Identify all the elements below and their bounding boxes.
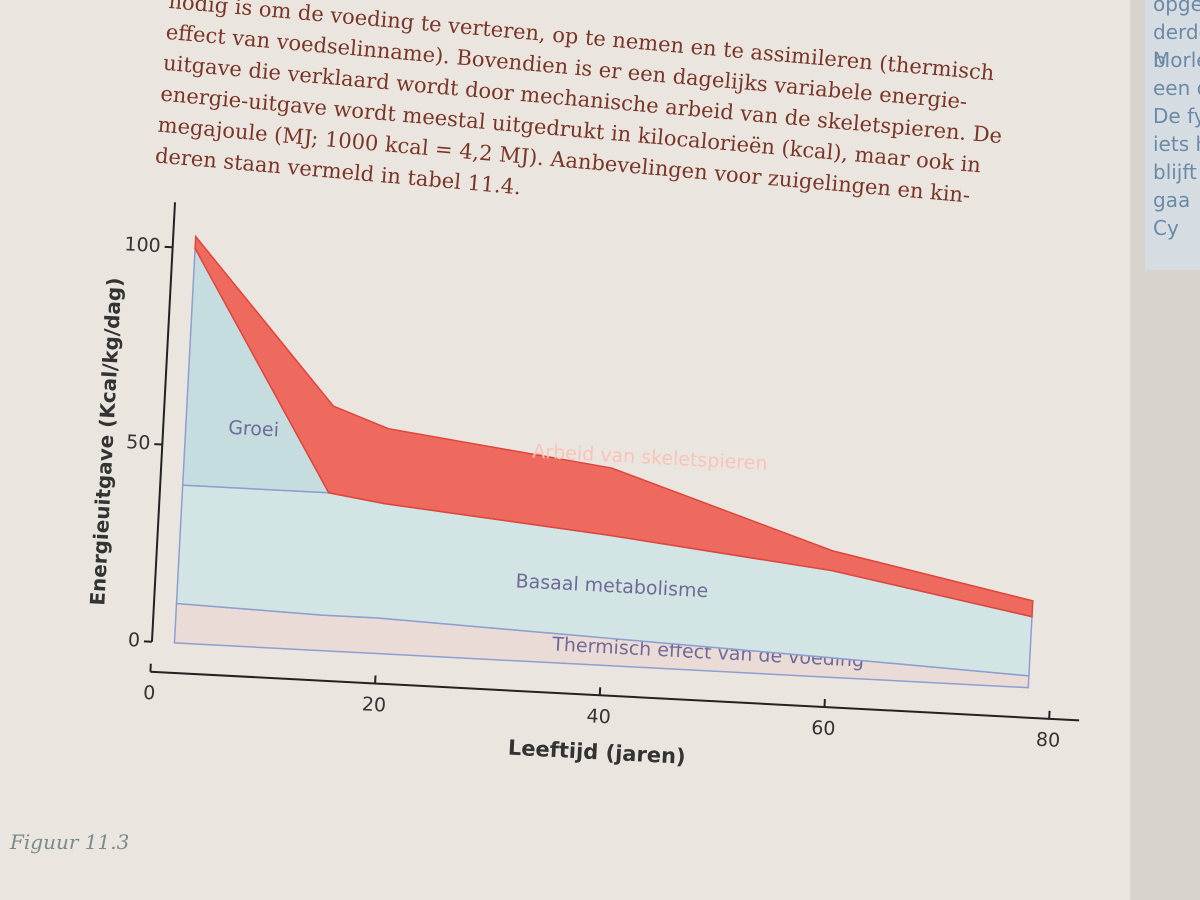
x-tick-label: 60 — [811, 717, 836, 740]
x-tick-label: 20 — [361, 693, 386, 716]
y-axis — [150, 202, 176, 642]
sidebar-line: opgel — [1153, 0, 1200, 16]
sidebar-line: De fys — [1153, 104, 1200, 128]
sidebar-line: Morley — [1153, 48, 1200, 72]
sidebar-line: een da — [1153, 76, 1200, 100]
y-axis-label: Energieuitgave (Kcal/kg/dag) — [85, 277, 126, 606]
sidebar-line: Cy — [1153, 216, 1179, 240]
sidebar-line: derde b — [1153, 20, 1200, 72]
sidebar-line: gaa — [1153, 188, 1191, 212]
x-tick-label: 0 — [143, 682, 156, 705]
sidebar-line: iets h — [1153, 132, 1200, 156]
sidebar: opgel derde bMorley een da De fys iets h blij… — [1145, 0, 1200, 270]
area — [194, 234, 1034, 618]
y-tick-label: 100 — [124, 233, 161, 257]
x-tick-label: 80 — [1035, 729, 1060, 752]
y-tick-label: 0 — [127, 629, 140, 652]
series-label: Groei — [228, 417, 280, 442]
x-tick-label: 40 — [586, 705, 611, 728]
x-axis — [150, 670, 1080, 722]
x-axis-label: Leeftijd (jaren) — [507, 736, 686, 769]
y-tick-label: 50 — [126, 431, 151, 454]
sidebar-line: blijft — [1153, 160, 1197, 184]
figure-caption: Figuur 11.3 — [10, 830, 130, 854]
